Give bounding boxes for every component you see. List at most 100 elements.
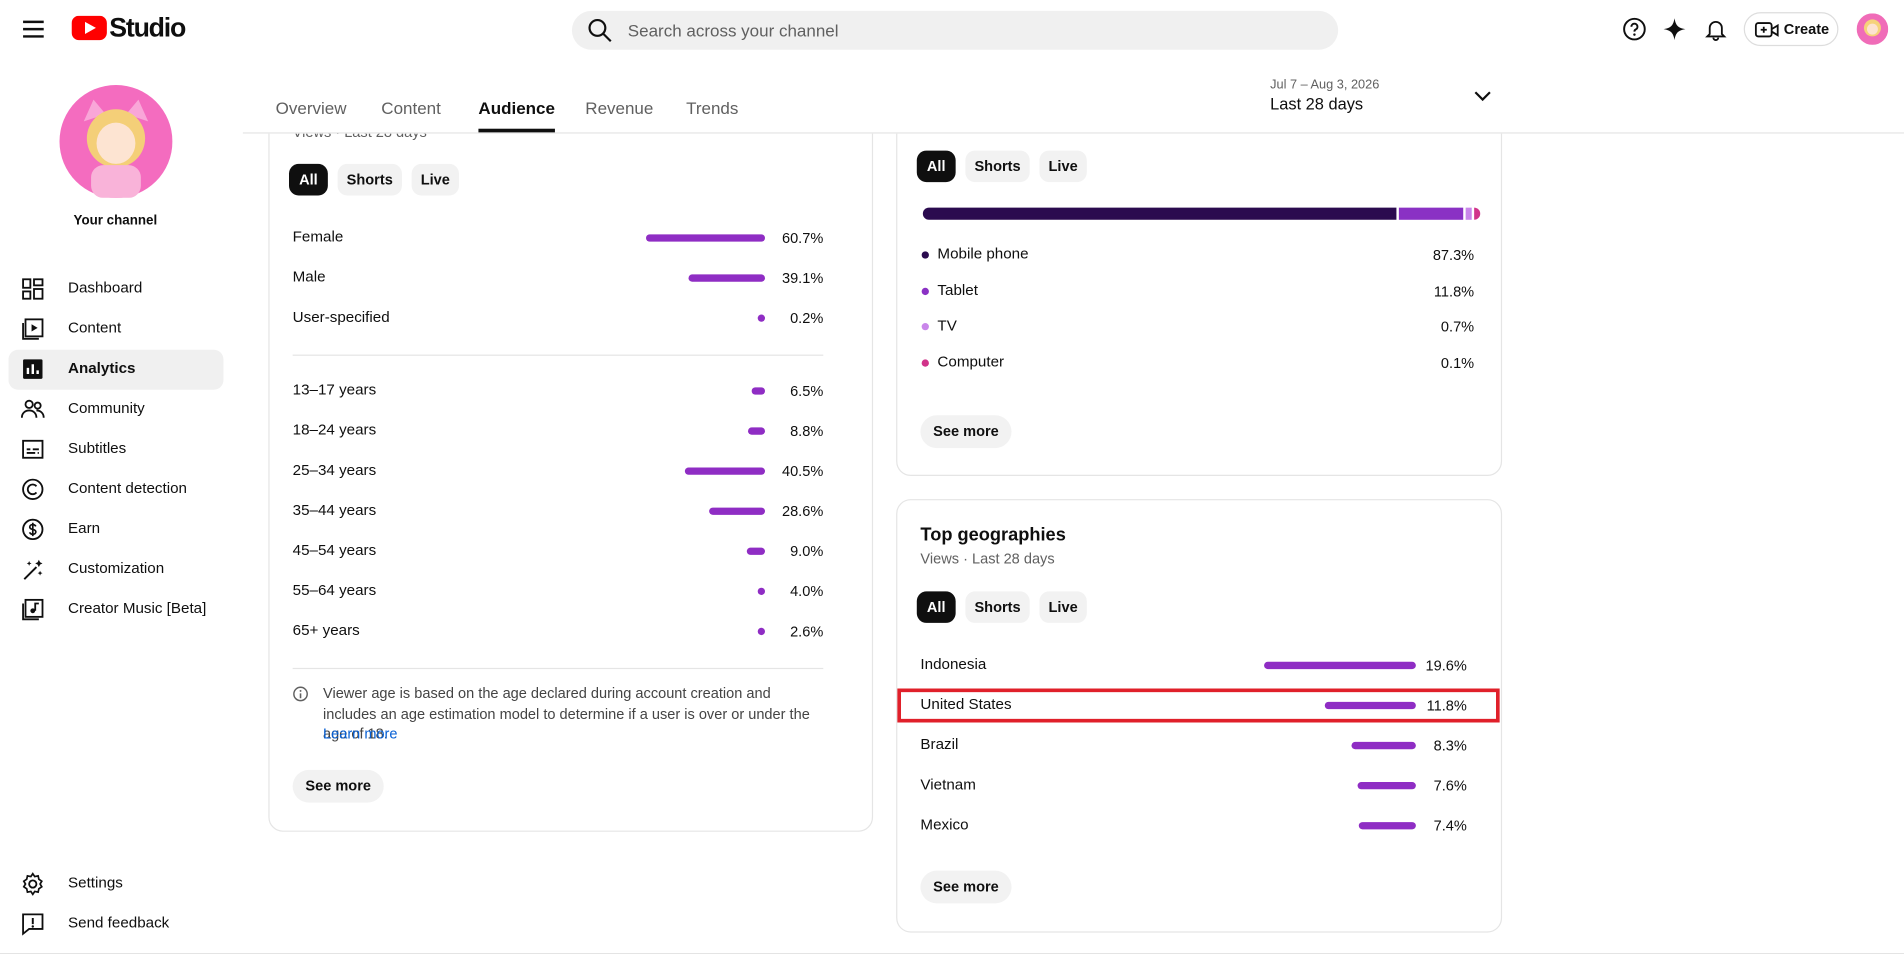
bar	[1351, 741, 1416, 750]
bar	[1356, 782, 1416, 790]
tab[interactable]: Trends	[686, 98, 739, 118]
filter-chip[interactable]: Live	[1039, 150, 1087, 183]
row-value: 6.5%	[790, 382, 824, 400]
tabs-bar	[242, 60, 1904, 134]
tab[interactable]: Revenue	[585, 98, 654, 118]
filter-chip[interactable]: Shorts	[965, 150, 1030, 183]
filter-chip[interactable]: Shorts	[337, 163, 402, 196]
filter-chip[interactable]: Live	[1039, 591, 1087, 623]
nav-icon[interactable]	[21, 517, 45, 541]
row-value: 40.5%	[781, 462, 824, 480]
legend-label: Tablet	[937, 281, 978, 299]
date-range-period[interactable]: Last 28 days	[1270, 94, 1364, 113]
menu-icon[interactable]	[22, 19, 46, 38]
row-label: 65+ years	[292, 621, 360, 639]
nav-icon[interactable]	[21, 357, 45, 381]
device-segment	[1399, 207, 1464, 220]
legend-dot	[921, 251, 929, 259]
nav-icon[interactable]	[21, 437, 45, 461]
nav-icon[interactable]	[21, 872, 45, 896]
row-label: 35–44 years	[292, 501, 377, 519]
age-note: Viewer age is based on the age declared …	[323, 684, 810, 742]
nav-item[interactable]: Content detection	[68, 479, 188, 497]
logo-icon[interactable]	[71, 15, 108, 42]
create-label: Create	[1783, 20, 1830, 38]
row-label: 45–54 years	[292, 541, 377, 559]
nav-icon[interactable]	[21, 317, 45, 341]
see-more-button[interactable]: See more	[292, 769, 384, 803]
row-label: Mexico	[920, 816, 969, 834]
nav-icon[interactable]	[21, 597, 45, 621]
row-label: Brazil	[920, 735, 959, 753]
row-value: 7.6%	[1433, 777, 1467, 795]
channel-label[interactable]: Your channel	[73, 213, 158, 229]
row-label: 55–64 years	[292, 581, 377, 599]
date-chevron[interactable]	[1474, 90, 1491, 102]
row-value: 19.6%	[1425, 656, 1467, 674]
date-range-dates[interactable]: Jul 7 – Aug 3, 2026	[1270, 77, 1380, 93]
nav-item[interactable]: Subtitles	[68, 439, 127, 457]
nav-item[interactable]: Earn	[68, 519, 101, 537]
nav-item[interactable]: Send feedback	[68, 914, 170, 932]
bar	[688, 274, 765, 282]
legend-dot	[921, 323, 929, 331]
divider	[292, 354, 824, 356]
see-more-button[interactable]: See more	[920, 415, 1012, 449]
tab-underline	[478, 128, 555, 133]
row-value: 39.1%	[781, 269, 824, 287]
filter-chip[interactable]: Shorts	[965, 591, 1030, 623]
geo-card	[896, 499, 1503, 933]
nav-item[interactable]: Settings	[68, 874, 123, 892]
sparkle-icon[interactable]	[1662, 17, 1686, 41]
bar	[757, 627, 766, 636]
bar	[757, 314, 766, 322]
tab[interactable]: Overview	[275, 98, 347, 118]
device-segment	[1474, 207, 1481, 220]
legend-value: 87.3%	[1432, 246, 1475, 264]
device-segment	[1465, 207, 1472, 220]
bell-icon[interactable]	[1704, 17, 1728, 41]
channel-avatar[interactable]	[59, 85, 173, 198]
nav-icon[interactable]	[21, 912, 45, 936]
row-label: Vietnam	[920, 775, 976, 793]
nav-item[interactable]: Analytics	[68, 359, 136, 377]
row-value: 28.6%	[781, 502, 824, 520]
create-icon	[1754, 22, 1779, 38]
row-label: Female	[292, 228, 344, 246]
bar	[685, 467, 765, 475]
card-subtitle: Views · Last 28 days	[920, 550, 1055, 568]
filter-chip[interactable]: Live	[411, 163, 460, 196]
search-box[interactable]: Search across your channel	[571, 10, 1339, 50]
nav-item[interactable]: Community	[68, 399, 145, 417]
filter-chip[interactable]: All	[916, 591, 956, 623]
search-icon	[588, 18, 612, 43]
nav-icon[interactable]	[20, 397, 45, 421]
help-icon[interactable]	[1622, 17, 1646, 41]
nav-icon[interactable]	[21, 477, 45, 501]
see-more-button[interactable]: See more	[920, 870, 1012, 904]
row-label: Male	[292, 268, 326, 286]
card-title: Top geographies	[920, 524, 1066, 546]
row-value: 8.3%	[1433, 737, 1467, 755]
bar	[1324, 701, 1416, 710]
row-label: 13–17 years	[292, 381, 377, 399]
tab[interactable]: Audience	[478, 98, 555, 118]
nav-item[interactable]: Creator Music [Beta]	[68, 599, 207, 617]
row-value: 8.8%	[790, 422, 824, 440]
nav-item[interactable]: Customization	[68, 559, 165, 577]
create-button[interactable]: Create	[1743, 12, 1839, 47]
highlight-box	[897, 688, 1500, 723]
filter-chip[interactable]: All	[289, 163, 328, 196]
learn-more-link[interactable]: Learn more	[323, 724, 398, 742]
nav-icon[interactable]	[21, 557, 45, 581]
account-avatar[interactable]	[1856, 13, 1889, 45]
nav-item[interactable]: Content	[68, 319, 122, 337]
row-value: 11.8%	[1426, 697, 1467, 715]
logo-text[interactable]: Studio	[109, 12, 186, 43]
nav-item[interactable]: Dashboard	[68, 279, 143, 297]
filter-chip[interactable]: All	[916, 150, 956, 183]
tab[interactable]: Content	[381, 98, 441, 118]
legend-dot	[921, 359, 929, 367]
nav-icon[interactable]	[21, 277, 45, 301]
